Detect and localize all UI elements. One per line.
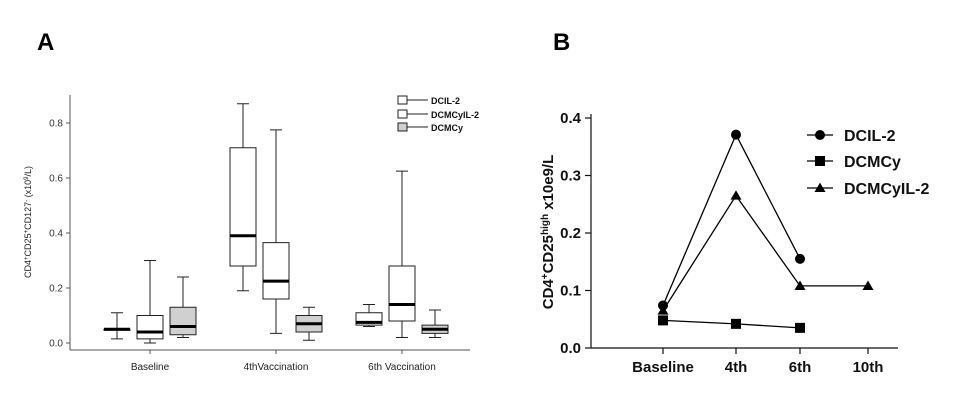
x-category-label: 10th [853,359,884,376]
legend-item: DCIL-2 [807,128,896,145]
panel-label-b: B [553,29,570,56]
legend-swatch [397,109,408,119]
legend-item: DCMCyIL-2 [397,109,479,120]
y-tick-label: 0.1 [560,283,581,300]
legend-swatch [397,122,408,132]
box-dcmcy [421,309,449,338]
data-point-triangle [794,280,806,290]
y-tick-label: 0.2 [560,225,581,242]
y-label-part: + [540,273,551,279]
data-point-square [731,318,741,329]
box-dcil-2 [103,312,131,340]
panel-a-box-chart: CD4+CD25+CD127- (x109/L) 0.00.20.40.60.8… [23,95,479,373]
x-category-label: Baseline [131,362,170,373]
y-tick-label: 0.2 [49,284,63,295]
y-tick-label: 0.6 [49,174,63,185]
box-body [262,242,290,300]
box-dcmcyil-2 [262,129,290,334]
x-category-label: 6th Vaccination [368,362,436,373]
panel-b-line-chart: CD4+CD25high x10e9/L 0.0 0.1 0.2 0.3 0.4 Base… [540,110,930,376]
data-point-circle [731,129,741,140]
data-point-circle [815,130,825,140]
legend-item: DCMCyIL-2 [807,181,929,198]
y-label-part: /L) [23,166,33,177]
legend-item: DCMCy [807,154,901,171]
y-label-part: high [540,214,551,235]
box-body [136,315,164,340]
box-body [388,265,416,322]
x-category-label: 6th [789,359,812,376]
y-label-part: x10e9/L [540,155,557,214]
legend-item: DCMCy [397,122,463,133]
box-body [169,306,197,336]
legend-label: DCMCyIL-2 [431,110,479,120]
box-dcil-2 [355,304,383,327]
y-tick-label: 0.0 [560,340,581,357]
series-dcmcyil-2 [657,190,874,315]
y-tick-label: 0.4 [49,229,63,240]
y-label-part: CD25 [23,233,33,256]
data-point-triangle [862,280,874,290]
box-body [229,147,257,267]
y-label-part: 9 [24,176,30,180]
series-line [662,133,801,306]
y-tick-label: 0.8 [49,119,63,130]
y-label-part: CD4 [23,260,33,278]
legend-label: DCMCy [844,154,901,171]
data-point-square [815,156,825,166]
box-dcmcyil-2 [388,170,416,338]
box-dcmcy [295,306,323,341]
x-category-label: 4thVaccination [244,362,309,373]
y-tick-label: 0.4 [560,110,582,127]
panel-label-a: A [37,29,54,56]
data-point-triangle [657,305,669,315]
legend-swatch [397,95,408,105]
y-tick-label: 0.3 [560,168,581,185]
data-point-circle [795,253,805,264]
legend-label: DCIL-2 [431,96,460,106]
box-dcmcyil-2 [136,260,164,344]
data-point-square [795,322,805,333]
x-category-label: 4th [725,359,748,376]
y-label-part: CD25 [540,235,557,273]
data-point-triangle [730,190,742,200]
y-label-part: CD4 [540,279,557,310]
series-line [662,194,868,311]
x-category-label: Baseline [632,359,694,376]
series-dcmcy [658,315,805,333]
box-dcmcy [169,276,197,338]
y-tick-label: 0.0 [49,339,63,350]
y-label-part: + [24,229,30,233]
y-label-part: + [24,256,30,260]
panel-a-y-axis-label: CD4+CD25+CD127- (x109/L) [23,166,33,278]
legend-label: DCMCy [431,123,463,133]
y-label-part: (x10 [23,180,33,200]
y-label-part: CD127 [23,202,33,230]
legend-label: DCMCyIL-2 [844,181,929,198]
legend-label: DCIL-2 [844,128,896,145]
data-point-square [658,315,668,326]
data-point-triangle [814,182,826,193]
box-dcil-2 [229,103,257,292]
legend-item: DCIL-2 [397,95,460,106]
y-label-part: - [24,200,30,202]
panel-b-y-axis-label: CD4+CD25high x10e9/L [540,155,558,310]
